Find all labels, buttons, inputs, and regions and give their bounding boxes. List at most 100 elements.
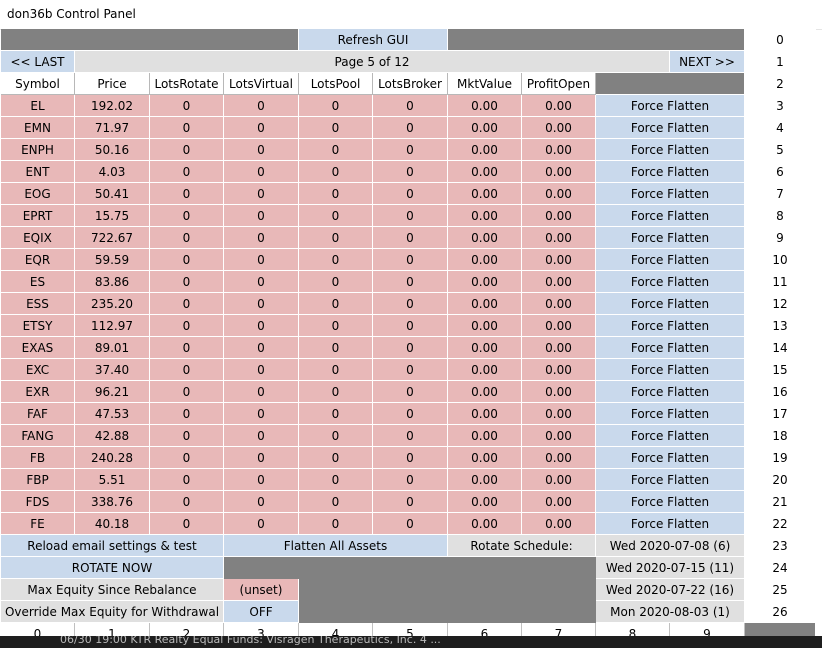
cell-lots-virtual: 0	[224, 491, 299, 513]
cell-price: 40.18	[75, 513, 150, 535]
override-max-equity-label: Override Max Equity for Withdrawal	[1, 601, 224, 623]
cell-lots-rotate: 0	[150, 359, 224, 381]
cell-lots-broker: 0	[373, 271, 448, 293]
cell-mkt-value: 0.00	[448, 249, 522, 271]
cell-mkt-value: 0.00	[448, 139, 522, 161]
rotate-now-button[interactable]: ROTATE NOW	[1, 557, 224, 579]
header-lots-rotate: LotsRotate	[150, 73, 224, 95]
force-flatten-button[interactable]: Force Flatten	[596, 513, 745, 535]
force-flatten-button[interactable]: Force Flatten	[596, 403, 745, 425]
force-flatten-button[interactable]: Force Flatten	[596, 447, 745, 469]
cell-lots-broker: 0	[373, 403, 448, 425]
cell-lots-pool: 0	[299, 227, 373, 249]
cell-mkt-value: 0.00	[448, 469, 522, 491]
cell-lots-rotate: 0	[150, 315, 224, 337]
force-flatten-button[interactable]: Force Flatten	[596, 315, 745, 337]
cell-lots-virtual: 0	[224, 205, 299, 227]
force-flatten-button[interactable]: Force Flatten	[596, 205, 745, 227]
cell-lots-rotate: 0	[150, 271, 224, 293]
cell-price: 42.88	[75, 425, 150, 447]
cell-symbol: EXR	[1, 381, 75, 403]
cell-lots-broker: 0	[373, 513, 448, 535]
reload-email-settings-button[interactable]: Reload email settings & test	[1, 535, 224, 557]
max-equity-value[interactable]: (unset)	[224, 579, 299, 601]
cell-profit-open: 0.00	[522, 315, 596, 337]
force-flatten-button[interactable]: Force Flatten	[596, 337, 745, 359]
row-index: 19	[745, 447, 816, 469]
cell-mkt-value: 0.00	[448, 205, 522, 227]
cell-lots-pool: 0	[299, 425, 373, 447]
force-flatten-button[interactable]: Force Flatten	[596, 425, 745, 447]
cell-lots-pool: 0	[299, 513, 373, 535]
cell-lots-pool: 0	[299, 491, 373, 513]
force-flatten-button[interactable]: Force Flatten	[596, 227, 745, 249]
cell-mkt-value: 0.00	[448, 161, 522, 183]
last-page-button[interactable]: << LAST	[1, 51, 75, 73]
row-index: 4	[745, 117, 816, 139]
force-flatten-button[interactable]: Force Flatten	[596, 469, 745, 491]
cell-lots-virtual: 0	[224, 139, 299, 161]
row-index: 9	[745, 227, 816, 249]
force-flatten-button[interactable]: Force Flatten	[596, 359, 745, 381]
row-index: 23	[745, 535, 816, 557]
cell-lots-rotate: 0	[150, 447, 224, 469]
cell-lots-broker: 0	[373, 315, 448, 337]
cell-lots-broker: 0	[373, 469, 448, 491]
cell-symbol: ENT	[1, 161, 75, 183]
force-flatten-button[interactable]: Force Flatten	[596, 117, 745, 139]
cell-mkt-value: 0.00	[448, 491, 522, 513]
next-page-button[interactable]: NEXT >>	[670, 51, 745, 73]
cell-profit-open: 0.00	[522, 95, 596, 117]
row-index: 0	[745, 29, 816, 51]
force-flatten-button[interactable]: Force Flatten	[596, 293, 745, 315]
cell-lots-rotate: 0	[150, 513, 224, 535]
cell-symbol: ENPH	[1, 139, 75, 161]
cell-lots-pool: 0	[299, 183, 373, 205]
cell-symbol: EL	[1, 95, 75, 117]
row-index: 1	[745, 51, 816, 73]
cell-symbol: EQIX	[1, 227, 75, 249]
cell-lots-broker: 0	[373, 447, 448, 469]
row-index: 10	[745, 249, 816, 271]
cell-lots-virtual: 0	[224, 249, 299, 271]
force-flatten-button[interactable]: Force Flatten	[596, 139, 745, 161]
cell-price: 89.01	[75, 337, 150, 359]
schedule-entry: Wed 2020-07-22 (16)	[596, 579, 745, 601]
cell-mkt-value: 0.00	[448, 337, 522, 359]
flatten-all-assets-button[interactable]: Flatten All Assets	[224, 535, 448, 557]
cell-profit-open: 0.00	[522, 381, 596, 403]
cell-lots-rotate: 0	[150, 381, 224, 403]
refresh-gui-button[interactable]: Refresh GUI	[299, 29, 448, 51]
cell-profit-open: 0.00	[522, 227, 596, 249]
force-flatten-button[interactable]: Force Flatten	[596, 381, 745, 403]
cell-profit-open: 0.00	[522, 337, 596, 359]
cell-price: 192.02	[75, 95, 150, 117]
cell-mkt-value: 0.00	[448, 95, 522, 117]
cell-lots-pool: 0	[299, 403, 373, 425]
cell-lots-broker: 0	[373, 95, 448, 117]
cell-lots-virtual: 0	[224, 117, 299, 139]
force-flatten-button[interactable]: Force Flatten	[596, 183, 745, 205]
force-flatten-button[interactable]: Force Flatten	[596, 95, 745, 117]
force-flatten-button[interactable]: Force Flatten	[596, 271, 745, 293]
override-max-equity-toggle[interactable]: OFF	[224, 601, 299, 623]
cell-lots-broker: 0	[373, 491, 448, 513]
window-title: don36b Control Panel	[7, 7, 136, 21]
cell-profit-open: 0.00	[522, 117, 596, 139]
cell-lots-rotate: 0	[150, 425, 224, 447]
grid-filler	[596, 73, 745, 95]
cell-lots-broker: 0	[373, 117, 448, 139]
row-index: 12	[745, 293, 816, 315]
cell-symbol: ES	[1, 271, 75, 293]
cell-mkt-value: 0.00	[448, 513, 522, 535]
cell-lots-rotate: 0	[150, 117, 224, 139]
force-flatten-button[interactable]: Force Flatten	[596, 491, 745, 513]
cell-lots-pool: 0	[299, 205, 373, 227]
cell-lots-rotate: 0	[150, 183, 224, 205]
force-flatten-button[interactable]: Force Flatten	[596, 249, 745, 271]
header-lots-broker: LotsBroker	[373, 73, 448, 95]
cell-lots-rotate: 0	[150, 491, 224, 513]
cell-symbol: EMN	[1, 117, 75, 139]
rotate-schedule-label: Rotate Schedule:	[448, 535, 596, 557]
force-flatten-button[interactable]: Force Flatten	[596, 161, 745, 183]
